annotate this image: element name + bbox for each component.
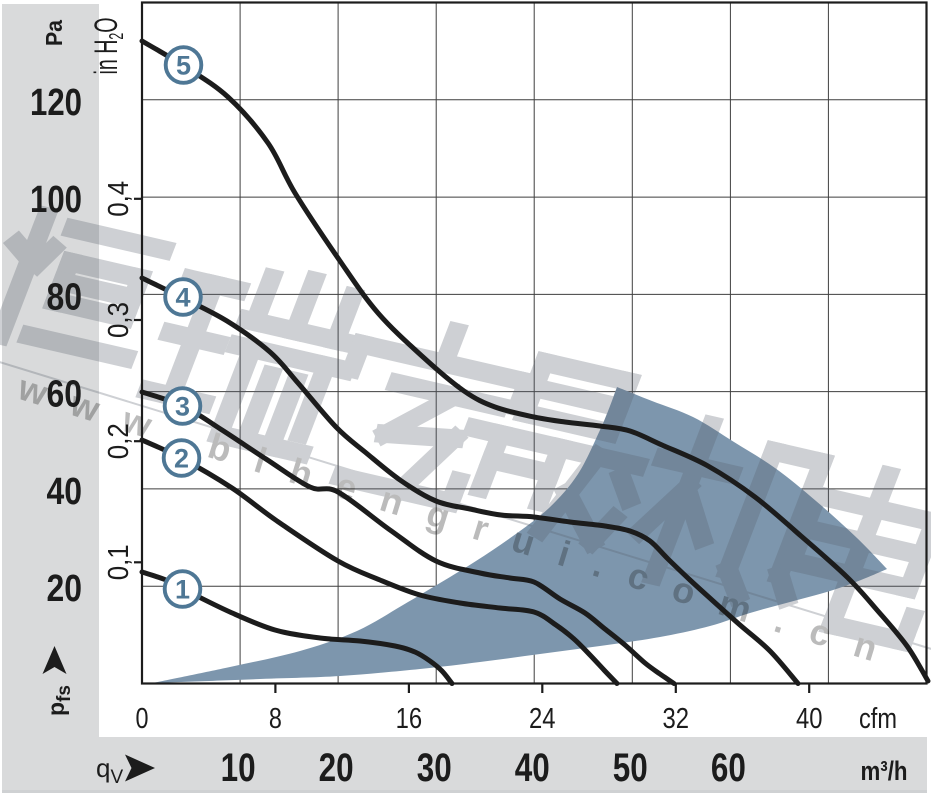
svg-text:30: 30 xyxy=(417,746,452,790)
svg-text:2: 2 xyxy=(174,444,189,474)
svg-text:0,2: 0,2 xyxy=(103,423,135,459)
svg-text:20: 20 xyxy=(319,746,354,790)
svg-text:40: 40 xyxy=(47,471,83,513)
svg-text:120: 120 xyxy=(30,82,82,124)
svg-text:in H2O: in H2O xyxy=(88,18,128,75)
svg-text:32: 32 xyxy=(663,703,690,735)
svg-text:10: 10 xyxy=(221,746,256,790)
svg-text:60: 60 xyxy=(711,746,746,790)
svg-text:pfs: pfs xyxy=(43,685,75,716)
svg-text:40: 40 xyxy=(515,746,550,790)
svg-text:40: 40 xyxy=(796,703,823,735)
svg-text:60: 60 xyxy=(47,374,83,416)
svg-text:4: 4 xyxy=(175,283,190,313)
svg-text:8: 8 xyxy=(269,703,282,735)
svg-text:0,4: 0,4 xyxy=(103,181,135,217)
svg-text:50: 50 xyxy=(613,746,648,790)
svg-text:3: 3 xyxy=(175,392,190,422)
svg-text:1: 1 xyxy=(175,575,190,605)
svg-text:Pa: Pa xyxy=(41,20,67,46)
svg-text:0,1: 0,1 xyxy=(103,544,135,580)
svg-text:0,3: 0,3 xyxy=(103,302,135,338)
svg-text:20: 20 xyxy=(47,568,83,610)
svg-text:5: 5 xyxy=(176,51,191,81)
svg-text:24: 24 xyxy=(529,703,556,735)
svg-text:16: 16 xyxy=(396,703,423,735)
svg-text:qV: qV xyxy=(96,753,123,788)
svg-text:0: 0 xyxy=(136,703,149,735)
svg-text:100: 100 xyxy=(30,179,82,221)
svg-text:cfm: cfm xyxy=(859,703,897,735)
svg-text:m³/h: m³/h xyxy=(861,756,908,786)
svg-text:80: 80 xyxy=(47,276,83,318)
